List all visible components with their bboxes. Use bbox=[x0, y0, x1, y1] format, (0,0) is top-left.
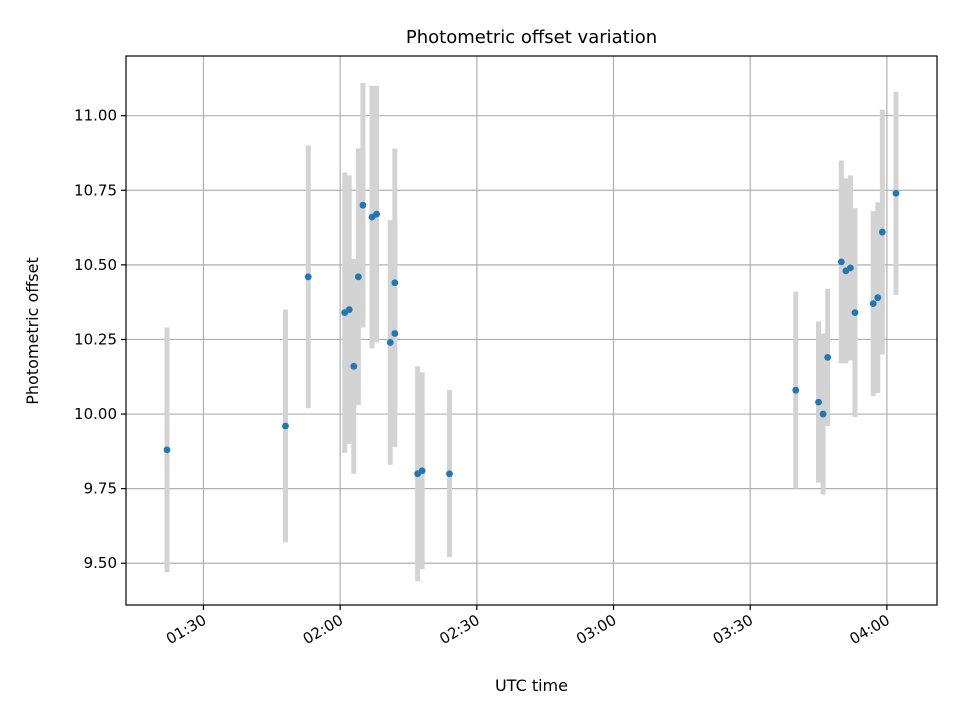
data-point bbox=[386, 339, 394, 346]
data-point bbox=[878, 228, 886, 236]
x-axis-label: UTC time bbox=[495, 676, 568, 695]
data-point bbox=[418, 467, 426, 475]
data-point bbox=[874, 294, 882, 302]
data-point bbox=[345, 306, 353, 314]
y-tick-label: 11.00 bbox=[74, 107, 117, 125]
data-point bbox=[282, 422, 289, 430]
y-tick-label: 10.00 bbox=[74, 405, 117, 423]
chart-title: Photometric offset variation bbox=[406, 27, 657, 48]
data-point bbox=[304, 273, 312, 281]
data-point bbox=[847, 264, 854, 272]
grid-layer bbox=[126, 56, 937, 605]
data-point bbox=[391, 279, 399, 287]
y-axis-label: Photometric offset bbox=[23, 257, 42, 405]
plot-frame bbox=[125, 55, 938, 606]
data-point bbox=[446, 470, 453, 478]
data-point bbox=[819, 410, 827, 418]
y-tick-label: 10.25 bbox=[74, 330, 117, 348]
data-point bbox=[815, 398, 822, 406]
data-point bbox=[851, 309, 859, 316]
y-tick-label: 10.50 bbox=[74, 256, 117, 274]
data-point bbox=[373, 210, 380, 218]
marker-layer bbox=[163, 189, 900, 478]
data-point bbox=[350, 362, 358, 370]
data-point bbox=[892, 189, 900, 197]
data-point bbox=[792, 386, 800, 394]
y-tick-label: 9.50 bbox=[84, 554, 117, 572]
data-point bbox=[391, 330, 399, 337]
y-tick-label: 10.75 bbox=[74, 181, 117, 199]
data-point bbox=[869, 300, 877, 308]
y-tick-label: 9.75 bbox=[84, 480, 117, 498]
data-point bbox=[163, 446, 171, 454]
data-point bbox=[824, 353, 832, 361]
data-point bbox=[354, 273, 362, 281]
data-point bbox=[837, 258, 845, 266]
data-point bbox=[359, 201, 367, 209]
